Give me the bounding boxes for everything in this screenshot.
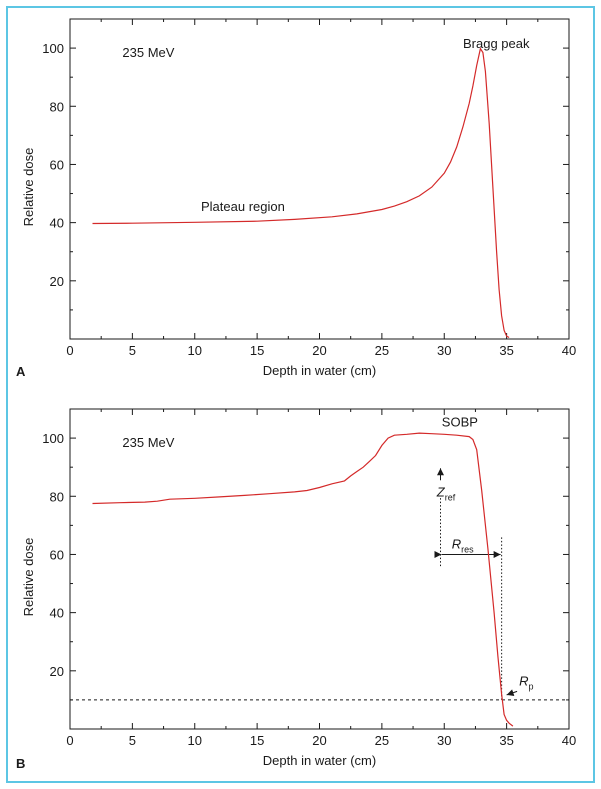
- y-tick-label: 40: [50, 216, 64, 231]
- x-tick-label: 15: [250, 733, 264, 748]
- x-tick-label: 20: [312, 733, 326, 748]
- y-tick-label: 100: [42, 41, 64, 56]
- rres-subscript: res: [461, 545, 474, 555]
- sobp-curve: [92, 432, 514, 727]
- plateau-region-label: Plateau region: [201, 199, 285, 214]
- x-tick-label: 10: [188, 343, 202, 358]
- x-tick-label: 0: [66, 733, 73, 748]
- x-tick-label: 35: [499, 733, 513, 748]
- ylabel-b: Relative dose: [21, 538, 36, 617]
- y-tick-label: 40: [50, 606, 64, 621]
- x-tick-label: 0: [66, 343, 73, 358]
- plot-frame-b: [69, 408, 570, 730]
- bragg-peak-label: Bragg peak: [463, 36, 530, 51]
- y-tick-label: 80: [50, 99, 64, 114]
- ticks-b: 0 5 10 15 20 25 30 35 40 20 40 60 80 100: [42, 408, 576, 748]
- zref-subscript: ref: [445, 492, 456, 502]
- rres-main: R: [452, 537, 461, 552]
- panel-a: 0 5 10 15 20 25 30 35 40 20 40 60 80 100 Relative dos…: [16, 18, 576, 379]
- zref-main: Z: [436, 484, 446, 499]
- y-tick-label: 20: [50, 274, 64, 289]
- energy-label-b: 235 MeV: [122, 435, 174, 450]
- x-tick-label: 30: [437, 733, 451, 748]
- depth-dose-curve: [92, 47, 510, 339]
- rp-subscript: p: [528, 681, 533, 691]
- panel-b: 0 5 10 15 20 25 30 35 40 20 40 60 80 100 Relative dos…: [16, 408, 576, 771]
- y-tick-label: 20: [50, 664, 64, 679]
- x-tick-label: 30: [437, 343, 451, 358]
- x-tick-label: 40: [562, 733, 576, 748]
- xlabel-a: Depth in water (cm): [263, 363, 376, 378]
- xlabel-b: Depth in water (cm): [263, 753, 376, 768]
- x-tick-label: 25: [375, 343, 389, 358]
- figure: 0 5 10 15 20 25 30 35 40 20 40 60 80 100 Relative dos…: [6, 6, 595, 783]
- ticks-a: 0 5 10 15 20 25 30 35 40 20 40 60 80 100: [42, 18, 576, 358]
- panel-label-b: B: [16, 756, 25, 771]
- x-tick-label: 25: [375, 733, 389, 748]
- sobp-label: SOBP: [442, 415, 478, 430]
- x-tick-label: 20: [312, 343, 326, 358]
- x-tick-label: 10: [188, 733, 202, 748]
- x-tick-label: 5: [129, 733, 136, 748]
- ylabel-a: Relative dose: [21, 148, 36, 227]
- y-tick-label: 60: [50, 157, 64, 172]
- y-tick-label: 100: [42, 431, 64, 446]
- x-tick-label: 5: [129, 343, 136, 358]
- y-tick-label: 60: [50, 547, 64, 562]
- rp-pointer-arrow: [506, 689, 518, 696]
- zref-label: Zref: [436, 484, 456, 502]
- y-tick-label: 80: [50, 489, 64, 504]
- rres-label: Rres: [452, 537, 474, 555]
- x-tick-label: 40: [562, 343, 576, 358]
- x-tick-label: 35: [499, 343, 513, 358]
- panel-label-a: A: [16, 364, 26, 379]
- rp-main: R: [519, 673, 528, 688]
- rp-label: Rp: [519, 673, 533, 691]
- energy-label-a: 235 MeV: [122, 45, 174, 60]
- plot-frame-a: [69, 18, 570, 340]
- x-tick-label: 15: [250, 343, 264, 358]
